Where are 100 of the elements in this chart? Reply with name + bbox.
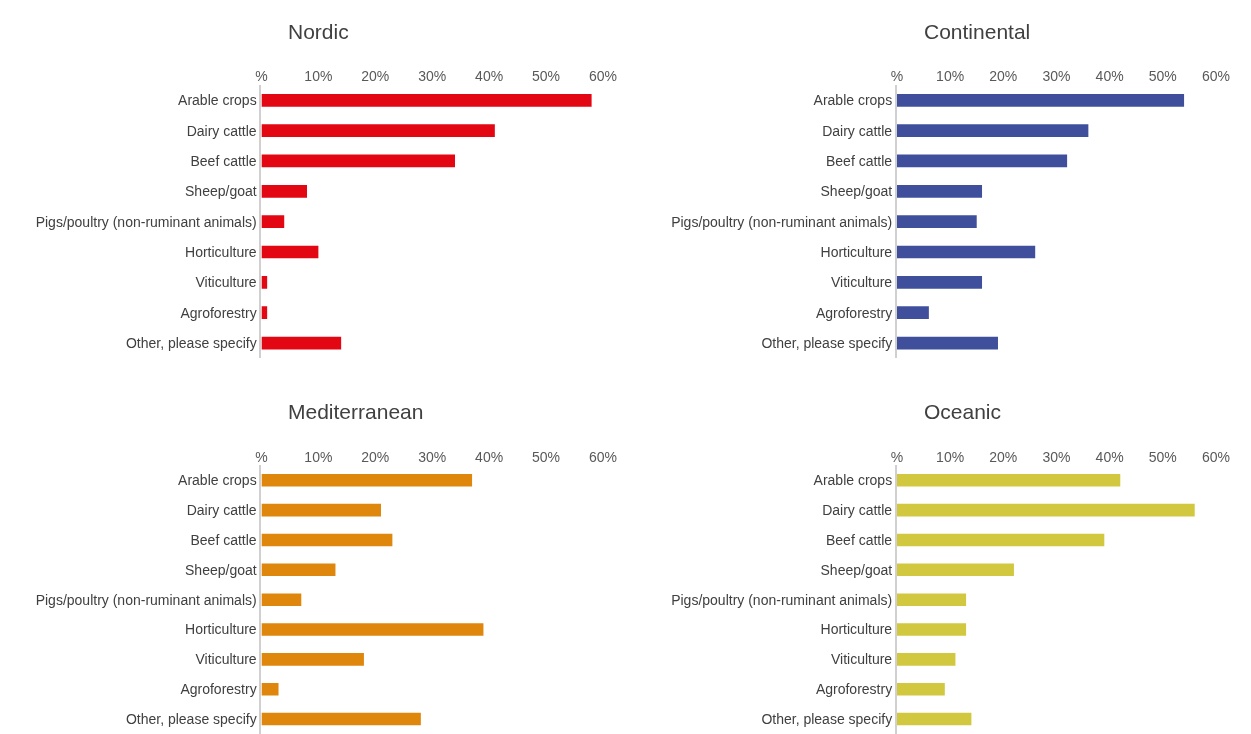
y-tick-label: Dairy cattle	[822, 502, 893, 519]
bar	[261, 712, 421, 726]
y-tick-label: Agroforestry	[180, 304, 257, 321]
y-tick-label: Sheep/goat	[820, 183, 893, 200]
y-tick-label: Beef cattle	[826, 152, 893, 169]
y-tick-label: Viticulture	[195, 651, 257, 668]
y-tick-label: Arable crops	[813, 92, 893, 109]
x-tick-label: 40%	[1095, 448, 1124, 465]
bar	[261, 593, 302, 606]
bar	[261, 93, 592, 107]
bar	[896, 474, 1121, 487]
y-tick-label: Sheep/goat	[820, 561, 893, 578]
y-tick-label: Other, please specify	[761, 710, 893, 727]
y-tick-label: Viticulture	[195, 274, 257, 291]
y-tick-label: Sheep/goat	[185, 561, 257, 578]
y-tick-label: Viticulture	[830, 651, 893, 668]
bar	[896, 154, 1068, 168]
chart-title: Oceanic	[924, 400, 1002, 423]
bar	[261, 623, 484, 636]
bar	[261, 124, 495, 138]
bar	[896, 93, 1185, 107]
y-tick-label: Horticulture	[820, 243, 893, 260]
y-tick-label: Beef cattle	[190, 531, 257, 548]
bar	[261, 474, 473, 487]
y-tick-label: Agroforestry	[815, 304, 893, 321]
bar	[261, 154, 455, 168]
y-tick-label: Viticulture	[830, 274, 893, 291]
bar	[261, 533, 393, 547]
x-tick-label: 60%	[1201, 448, 1230, 465]
y-tick-label: Pigs/poultry (non-ruminant animals)	[35, 591, 257, 608]
y-tick-label: Sheep/goat	[185, 183, 257, 200]
x-tick-label: 20%	[989, 68, 1018, 85]
x-tick-label: %	[255, 448, 268, 465]
chart-title: Continental	[924, 20, 1031, 43]
y-tick-label: Other, please specify	[125, 334, 257, 351]
y-tick-label: Dairy cattle	[186, 122, 257, 139]
y-tick-label: Arable crops	[178, 472, 257, 489]
x-tick-label: 60%	[1201, 68, 1230, 85]
bar	[261, 215, 285, 229]
x-tick-label: 10%	[304, 68, 333, 85]
bar	[261, 682, 279, 696]
y-tick-label: Arable crops	[813, 472, 893, 489]
bar	[261, 245, 319, 259]
x-tick-label: 30%	[418, 68, 447, 85]
y-tick-label: Other, please specify	[125, 710, 257, 727]
x-tick-label: 20%	[361, 68, 390, 85]
x-tick-label: 50%	[532, 68, 561, 85]
bar	[896, 336, 998, 350]
bar	[261, 336, 342, 350]
x-tick-label: 40%	[475, 448, 504, 465]
bar	[896, 306, 929, 320]
y-tick-label: Pigs/poultry (non-ruminant animals)	[35, 213, 257, 230]
y-tick-label: Pigs/poultry (non-ruminant animals)	[671, 213, 893, 230]
x-tick-label: 20%	[361, 448, 390, 465]
bar	[896, 682, 945, 696]
bar	[896, 275, 983, 289]
bar	[261, 184, 307, 198]
y-tick-label: Arable crops	[178, 92, 257, 109]
y-tick-label: Other, please specify	[761, 334, 893, 351]
y-tick-label: Beef cattle	[826, 531, 893, 548]
bar	[261, 503, 381, 517]
bar	[896, 712, 972, 726]
bar	[261, 275, 268, 289]
x-tick-label: 10%	[304, 448, 333, 465]
bar	[896, 533, 1105, 547]
y-tick-label: Horticulture	[185, 243, 257, 260]
x-tick-label: 10%	[936, 448, 965, 465]
bar	[261, 563, 336, 577]
x-tick-label: 60%	[588, 448, 617, 465]
x-tick-label: 40%	[1095, 68, 1124, 85]
bar	[896, 503, 1195, 517]
bar	[261, 306, 268, 320]
x-tick-label: 50%	[1148, 448, 1177, 465]
x-tick-label: %	[890, 68, 904, 85]
bar	[896, 184, 983, 198]
x-tick-label: 50%	[1148, 68, 1177, 85]
bar	[896, 653, 956, 666]
x-tick-label: 30%	[1042, 448, 1071, 465]
y-tick-label: Agroforestry	[180, 681, 257, 698]
x-tick-label: 40%	[475, 68, 504, 85]
x-tick-label: 20%	[989, 448, 1018, 465]
x-tick-label: 10%	[936, 68, 965, 85]
x-tick-label: 30%	[418, 448, 447, 465]
bar	[896, 245, 1036, 259]
y-tick-label: Agroforestry	[815, 681, 893, 698]
x-tick-label: %	[255, 68, 268, 85]
x-tick-label: 60%	[588, 68, 617, 85]
y-tick-label: Horticulture	[820, 621, 893, 638]
chart-title: Mediterranean	[288, 400, 424, 423]
y-tick-label: Dairy cattle	[822, 122, 893, 139]
y-tick-label: Pigs/poultry (non-ruminant animals)	[671, 591, 893, 608]
bar	[896, 623, 967, 636]
x-tick-label: %	[890, 448, 904, 465]
bar	[896, 215, 977, 229]
bar	[261, 653, 364, 666]
bar	[896, 563, 1014, 577]
x-tick-label: 50%	[532, 448, 561, 465]
bar	[896, 124, 1089, 138]
y-tick-label: Dairy cattle	[186, 502, 257, 519]
bar	[896, 593, 967, 606]
